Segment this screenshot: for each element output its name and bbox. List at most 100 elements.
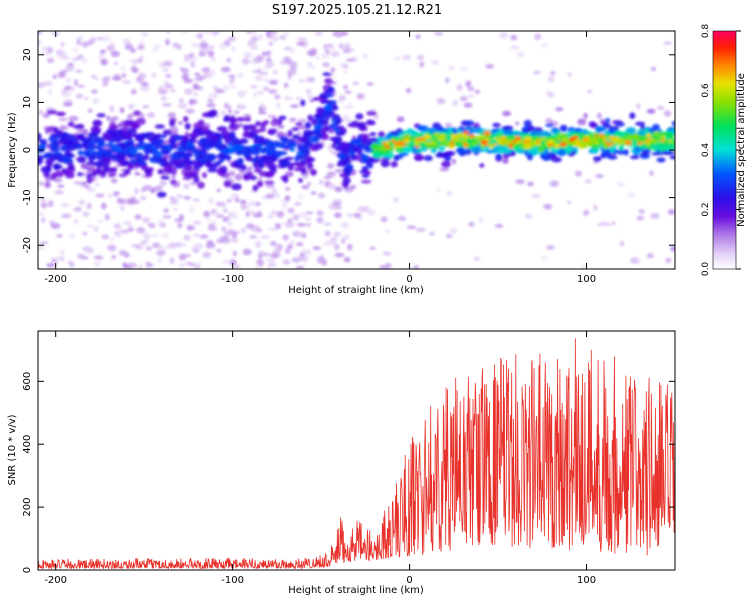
spectrogram-cell	[633, 147, 641, 152]
spectrogram-cell	[228, 117, 238, 124]
spectrogram-cell	[260, 72, 269, 76]
spectrogram-cell	[166, 245, 176, 249]
spectrogram-cell	[254, 202, 261, 207]
spectrogram-cell	[162, 149, 170, 155]
spectrogram-cell	[60, 249, 65, 255]
spectrogram-cell	[452, 99, 459, 106]
spectrogram-cell	[138, 44, 145, 49]
spectrogram-cell	[523, 133, 531, 137]
spectrogram-cell	[499, 32, 509, 39]
spectrogram-cell	[128, 145, 136, 152]
spectrogram-cell	[90, 153, 97, 161]
spectrogram-cell	[455, 132, 464, 138]
spectrogram-cell	[169, 153, 179, 159]
spectrogram-cell	[667, 209, 675, 215]
spectrogram-cell	[223, 209, 228, 212]
spectrogram-cell	[316, 210, 324, 216]
spectrogram-cell	[321, 259, 328, 266]
spectrogram-cell	[656, 105, 665, 110]
spectrogram-cell	[597, 222, 605, 227]
spectrogram-cell	[349, 47, 354, 53]
spectrogram-cell	[515, 121, 520, 126]
spectrogram-cell	[321, 119, 329, 126]
spectrogram-cell	[657, 137, 664, 140]
spectrogram-cell	[253, 135, 261, 141]
spectrogram-cell	[261, 51, 267, 57]
spectrogram-cell	[84, 184, 90, 189]
spectrogram-cell	[162, 68, 170, 72]
spectrogram-cell	[307, 65, 316, 69]
spectrogram-cell	[463, 142, 469, 148]
spectrogram-cell	[271, 188, 277, 195]
spectrogram-cell	[402, 54, 412, 61]
spectrogram-cell	[75, 69, 83, 74]
spectrogram-cell	[73, 124, 84, 130]
spectrogram-cell	[158, 245, 167, 251]
spectrogram-cell	[233, 110, 240, 114]
spectrogram-cell	[193, 132, 199, 139]
spectrogram-cell	[205, 242, 216, 249]
spectrogram-cell	[435, 125, 444, 132]
spectrogram-cell	[467, 86, 475, 92]
spectrogram-cell	[230, 85, 236, 89]
spectrogram-cell	[273, 150, 283, 155]
spectrogram-cell	[277, 125, 285, 129]
spectrogram-cell	[137, 159, 144, 165]
spectrogram-cell	[312, 97, 321, 101]
spectrogram-cell	[164, 80, 169, 88]
spectrogram-cell	[267, 263, 277, 267]
spectrogram-cell	[283, 82, 289, 89]
spectrogram-cell	[456, 84, 463, 91]
spectrogram-cell	[52, 163, 61, 171]
spectrogram-cell	[527, 143, 532, 149]
spectrogram-cell	[561, 133, 568, 139]
spectrogram-cell	[369, 137, 379, 143]
spectrogram-cell	[317, 32, 324, 35]
spectrogram-cell	[100, 59, 108, 66]
spectrogram-cell	[105, 143, 114, 148]
spectrogram-cell	[137, 146, 145, 150]
spectrogram-cell	[199, 42, 209, 49]
spectrogram-cell	[627, 141, 632, 146]
spectrogram-cell	[140, 32, 149, 37]
spectrogram-cell	[286, 244, 294, 249]
spectrogram-cell	[242, 124, 249, 131]
spectrogram-cell	[197, 181, 205, 189]
spectrogram-cell	[546, 132, 552, 137]
spectrogram-cell	[104, 213, 110, 221]
spectrogram-cell	[584, 179, 592, 184]
spectrogram-cell	[333, 232, 342, 237]
spectrogram-cell	[485, 64, 495, 69]
spectrogram-cell	[134, 214, 142, 220]
spectrogram-cell	[344, 90, 352, 94]
spectrogram-cell	[83, 129, 88, 135]
spectrogram-cell	[189, 206, 195, 210]
spectrogram-cell	[211, 140, 218, 146]
spectrogram-cell	[127, 153, 135, 159]
colorbar-tick-label: 0.4	[701, 143, 711, 158]
spectrogram-cell	[140, 195, 147, 201]
spectrogram-cell	[334, 186, 343, 193]
spectrogram-cell	[162, 60, 173, 67]
spectrogram-cell	[111, 116, 119, 121]
spectrogram-cell	[240, 164, 247, 171]
spectrogram-cell	[118, 173, 128, 178]
spectrogram-cell	[190, 61, 196, 68]
spectrogram-cell	[436, 98, 446, 105]
spectrogram-cell	[416, 54, 425, 61]
spectrogram-cell	[223, 102, 229, 109]
spectrogram-cell	[123, 168, 131, 175]
spectrogram-cell	[414, 141, 420, 146]
spectrogram-cell	[551, 156, 562, 163]
spectrogram-cell	[538, 146, 547, 151]
spectrogram-cell	[446, 138, 451, 142]
spectrogram-cell	[296, 242, 304, 247]
spectrogram-cell	[646, 253, 654, 259]
spectrogram-cell	[183, 78, 194, 83]
spectrogram-cell	[138, 40, 145, 45]
spectrogram-cell	[583, 143, 589, 147]
spectrogram-cell	[189, 262, 195, 266]
spectrogram-cell	[638, 209, 645, 214]
spectrogram-cell	[419, 61, 425, 68]
spectrogram-cell	[333, 243, 340, 251]
